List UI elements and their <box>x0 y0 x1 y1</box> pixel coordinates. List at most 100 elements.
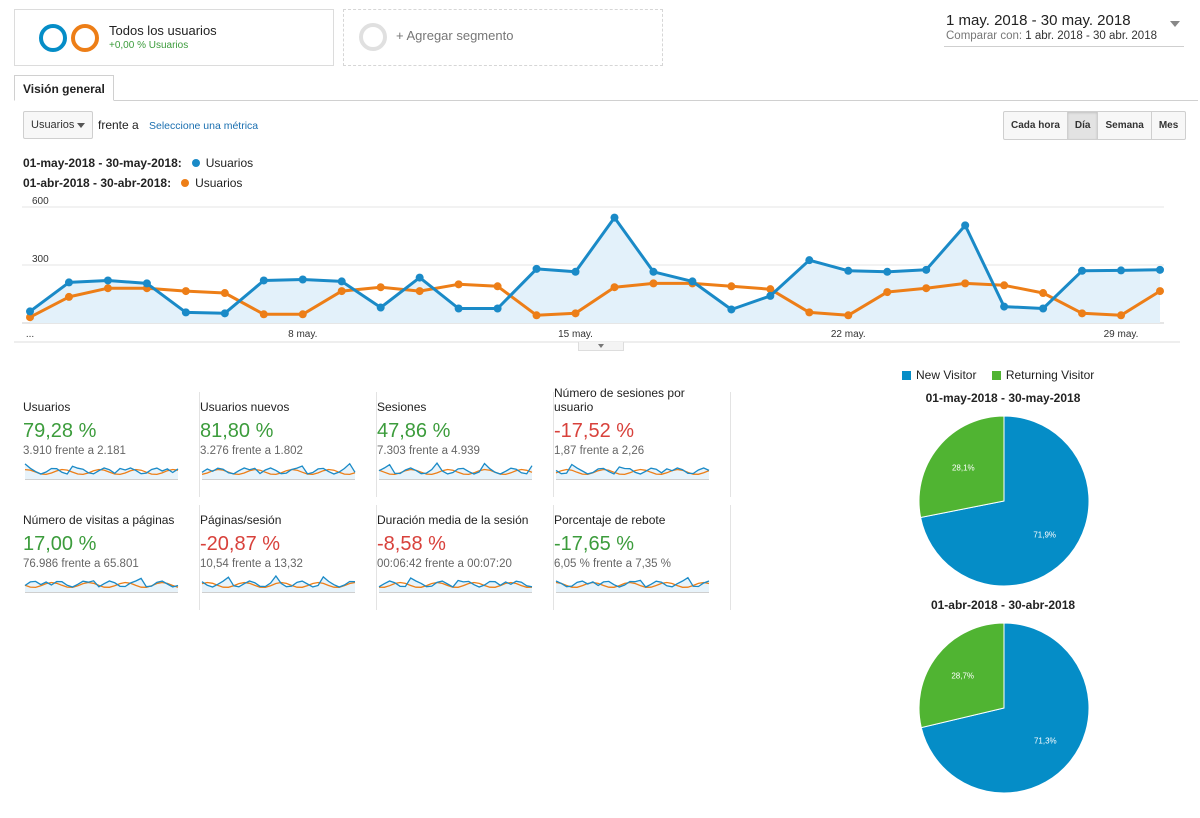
data-point[interactable] <box>1078 266 1087 275</box>
data-point[interactable] <box>961 279 970 288</box>
granularity-month-button[interactable]: Mes <box>1158 120 1179 131</box>
date-range-picker[interactable]: 1 may. 2018 - 30 may. 2018 Comparar con:… <box>944 12 1184 47</box>
pie-slice-label: 71,9% <box>1033 531 1056 540</box>
tab-overview[interactable]: Visión general <box>14 75 114 101</box>
metric-compare: 6,05 % frente a 7,35 % <box>554 558 671 570</box>
legend-range: 01-may-2018 - 30-may-2018: <box>23 156 182 170</box>
granularity-hour-button[interactable]: Cada hora <box>1004 112 1068 139</box>
data-point[interactable] <box>220 309 229 318</box>
data-point[interactable] <box>1039 304 1048 313</box>
data-point[interactable] <box>181 308 190 317</box>
data-point[interactable] <box>610 283 619 292</box>
data-point[interactable] <box>532 264 541 273</box>
data-point[interactable] <box>571 309 580 318</box>
data-point[interactable] <box>415 287 424 296</box>
pie-slice[interactable] <box>920 622 1090 794</box>
data-point[interactable] <box>883 267 892 276</box>
data-point[interactable] <box>1156 265 1164 274</box>
pie-chart-current[interactable]: 71,9% 28,1% <box>918 415 1090 587</box>
data-point[interactable] <box>727 282 736 291</box>
metric-name: Porcentaje de rebote <box>554 513 666 527</box>
data-point[interactable] <box>805 256 814 265</box>
data-point[interactable] <box>1078 309 1087 318</box>
data-point[interactable] <box>220 289 229 298</box>
granularity-day-button[interactable]: Día <box>1067 112 1099 139</box>
data-point[interactable] <box>1039 289 1048 298</box>
data-point[interactable] <box>26 313 34 322</box>
data-point[interactable] <box>883 288 892 297</box>
data-point[interactable] <box>922 265 931 274</box>
data-point[interactable] <box>844 266 853 275</box>
data-point[interactable] <box>259 310 268 319</box>
data-point[interactable] <box>142 279 151 288</box>
data-point[interactable] <box>1000 281 1009 290</box>
data-point[interactable] <box>532 311 541 320</box>
metric-change: -17,52 % <box>554 420 635 442</box>
metric-tile[interactable]: Usuarios nuevos 81,80 % 3.276 frente a 1.8… <box>200 392 377 497</box>
data-point[interactable] <box>337 287 346 296</box>
data-point[interactable] <box>922 284 931 293</box>
data-point[interactable] <box>688 277 697 286</box>
metric-tile[interactable]: Duración media de la sesión -8,58 % 00:06:… <box>377 505 554 610</box>
data-point[interactable] <box>766 285 775 294</box>
metric-dropdown[interactable]: Usuarios <box>23 111 93 139</box>
data-point[interactable] <box>298 310 307 319</box>
granularity-week-button[interactable]: Semana <box>1098 112 1152 139</box>
pie-chart-previous[interactable]: 71,3% 28,7% <box>918 622 1090 794</box>
metric-tile[interactable]: Número de visitas a páginas 17,00 % 76.986… <box>23 505 200 610</box>
data-point[interactable] <box>64 278 73 287</box>
metric-name: Usuarios nuevos <box>200 400 290 414</box>
data-point[interactable] <box>103 276 112 285</box>
pie-slice[interactable] <box>918 415 1005 519</box>
metric-tile[interactable]: Usuarios 79,28 % 3.910 frente a 2.181 <box>23 392 200 497</box>
metric-change: 81,80 % <box>200 420 274 442</box>
data-point[interactable] <box>1156 287 1164 296</box>
data-point[interactable] <box>26 307 34 316</box>
data-point[interactable] <box>1000 302 1009 311</box>
metric-tile[interactable]: Sesiones 47,86 % 7.303 frente a 4.939 <box>377 392 554 497</box>
data-point[interactable] <box>727 305 736 314</box>
data-point[interactable] <box>376 303 385 312</box>
x-tick-label: ... <box>26 329 34 340</box>
data-point[interactable] <box>259 276 268 285</box>
pie-slice[interactable] <box>920 415 1090 587</box>
metric-compare: 10,54 frente a 13,32 <box>200 558 303 570</box>
legend-swatch-icon <box>991 371 1001 380</box>
add-segment-button[interactable]: + Agregar segmento <box>343 9 663 66</box>
compare-prefix: Comparar con: <box>946 30 1023 42</box>
data-point[interactable] <box>376 283 385 292</box>
pie-legend: New Visitor Returning Visitor <box>902 368 1094 382</box>
tab-divider <box>14 100 1198 101</box>
data-point[interactable] <box>181 287 190 296</box>
data-point[interactable] <box>415 273 424 282</box>
data-point[interactable] <box>844 311 853 320</box>
data-point[interactable] <box>1117 311 1126 320</box>
pie-slice[interactable] <box>918 622 1005 729</box>
data-point[interactable] <box>766 291 775 300</box>
metric-tile[interactable]: Número de sesiones por usuario -17,52 % 1,… <box>554 386 731 497</box>
data-point[interactable] <box>337 277 346 286</box>
data-point[interactable] <box>454 280 463 289</box>
data-point[interactable] <box>103 284 112 293</box>
data-point[interactable] <box>64 292 73 301</box>
metric-tile[interactable]: Páginas/sesión -20,87 % 10,54 frente a 13,… <box>200 505 377 610</box>
users-line-chart[interactable]: 300 600... 8 may. 15 may. 22 may. 29 may. <box>14 195 1180 343</box>
data-point[interactable] <box>298 275 307 284</box>
segment-all-users[interactable]: Todos los usuarios +0,00 % Usuarios <box>14 9 334 66</box>
data-point[interactable] <box>805 308 814 317</box>
metric-sparkline <box>24 463 179 480</box>
data-point[interactable] <box>649 267 658 276</box>
data-point[interactable] <box>610 213 619 222</box>
data-point[interactable] <box>454 304 463 313</box>
select-metric-link[interactable]: Seleccione una métrica <box>149 120 259 132</box>
data-point[interactable] <box>1117 266 1126 275</box>
data-point[interactable] <box>649 279 658 288</box>
metric-tile[interactable]: Porcentaje de rebote -17,65 % 6,05 % frent… <box>554 505 731 610</box>
data-point[interactable] <box>493 304 502 313</box>
data-point[interactable] <box>571 267 580 276</box>
chart-resize-handle[interactable] <box>578 342 624 351</box>
data-point[interactable] <box>961 221 970 230</box>
chart-legend-current: 01-may-2018 - 30-may-2018: Usuarios <box>23 156 253 170</box>
data-point[interactable] <box>493 282 502 291</box>
metric-change: 47,86 % <box>377 420 451 442</box>
